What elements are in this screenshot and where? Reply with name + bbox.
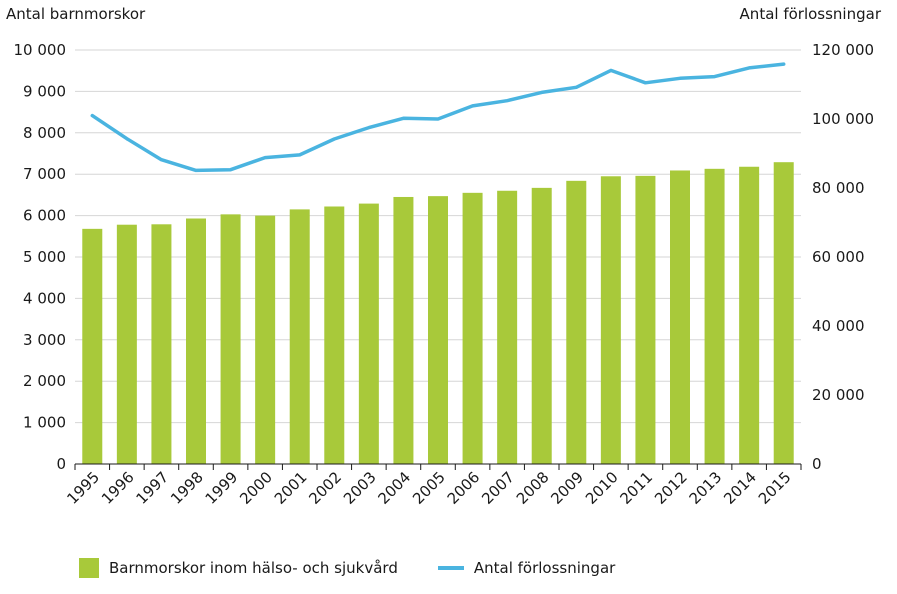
legend-label-line: Antal förlossningar xyxy=(473,559,616,577)
bar xyxy=(289,209,310,464)
x-tick-label: 1999 xyxy=(202,468,242,508)
y-tick-label-left: 0 xyxy=(56,455,66,473)
x-tick-label: 2000 xyxy=(236,468,276,508)
bar xyxy=(324,206,345,464)
y-tick-label-right: 120 000 xyxy=(812,41,874,59)
x-tick-label: 2004 xyxy=(375,468,415,508)
x-tick-label: 2007 xyxy=(478,468,518,508)
bar xyxy=(497,190,518,464)
bar xyxy=(255,215,276,464)
legend-swatch-bars xyxy=(79,558,99,578)
x-tick-label: 2015 xyxy=(755,468,795,508)
x-tick-label: 2006 xyxy=(444,468,484,508)
y-tick-label-left: 2 000 xyxy=(23,372,66,390)
legend-label-bars: Barnmorskor inom hälso- och sjukvård xyxy=(109,559,398,577)
x-tick-label: 2013 xyxy=(686,468,726,508)
bar xyxy=(600,176,621,464)
bar xyxy=(186,218,206,464)
x-tick-label: 2012 xyxy=(651,468,691,508)
bar xyxy=(566,180,587,464)
y-tick-label-left: 5 000 xyxy=(23,248,66,266)
x-tick-label: 2009 xyxy=(547,468,587,508)
bar xyxy=(531,187,552,464)
x-tick-label: 1995 xyxy=(63,468,103,508)
bar xyxy=(220,214,241,464)
bar xyxy=(462,192,483,464)
x-tick-label: 2010 xyxy=(582,468,622,508)
y-tick-label-right: 40 000 xyxy=(812,317,865,335)
y-tick-label-right: 100 000 xyxy=(812,110,874,128)
y-tick-label-left: 3 000 xyxy=(23,331,66,349)
bar xyxy=(82,228,103,464)
bar xyxy=(116,224,137,464)
bar xyxy=(151,224,172,464)
y-tick-label-left: 6 000 xyxy=(23,207,66,225)
y-axis-title-left: Antal barnmorskor xyxy=(6,5,146,23)
x-tick-label: 1998 xyxy=(167,468,207,508)
y-tick-label-left: 10 000 xyxy=(14,41,67,59)
bar xyxy=(739,166,760,465)
bar xyxy=(670,170,690,464)
bar xyxy=(393,196,414,464)
bar xyxy=(773,162,794,464)
bar xyxy=(428,196,448,464)
x-tick-label: 2008 xyxy=(513,468,553,508)
line-series xyxy=(90,62,786,173)
y-axis-title-right: Antal förlossningar xyxy=(739,5,881,23)
bar xyxy=(358,203,379,464)
bar xyxy=(635,175,656,464)
y-tick-label-left: 7 000 xyxy=(23,165,66,183)
x-tick-label: 2001 xyxy=(271,468,311,508)
y-tick-label-right: 20 000 xyxy=(812,386,865,404)
x-tick-label: 2003 xyxy=(340,468,380,508)
y-tick-label-left: 4 000 xyxy=(23,289,66,307)
y-tick-label-left: 9 000 xyxy=(23,82,66,100)
legend-item-line: Antal förlossningar xyxy=(437,559,616,577)
y-tick-label-right: 60 000 xyxy=(812,248,865,266)
y-tick-label-left: 1 000 xyxy=(23,414,66,432)
legend-swatch-line xyxy=(437,566,464,570)
x-tick-label: 1997 xyxy=(133,468,173,508)
legend: Barnmorskor inom hälso- och sjukvård Ant… xyxy=(79,558,655,578)
y-tick-label-right: 0 xyxy=(812,455,822,473)
x-tick-label: 2002 xyxy=(305,468,345,508)
y-tick-label-right: 80 000 xyxy=(812,179,865,197)
y-tick-label-left: 8 000 xyxy=(23,124,66,142)
x-tick-label: 2011 xyxy=(617,468,657,508)
x-tick-label: 2014 xyxy=(720,468,760,508)
x-tick-label: 1996 xyxy=(98,468,138,508)
legend-item-bars: Barnmorskor inom hälso- och sjukvård xyxy=(79,558,398,578)
x-tick-label: 2005 xyxy=(409,468,449,508)
bar xyxy=(704,168,725,464)
